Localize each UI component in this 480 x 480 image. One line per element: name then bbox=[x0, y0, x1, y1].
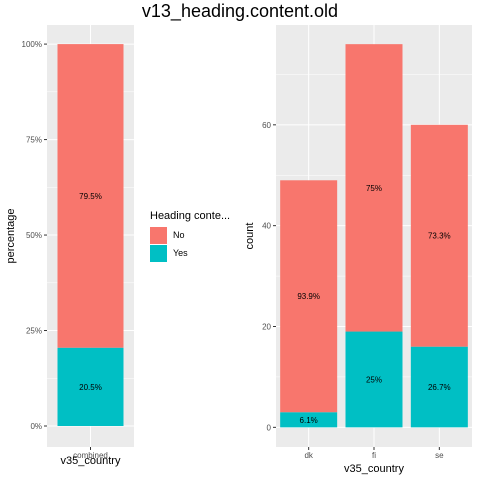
bar-no-combined bbox=[57, 44, 124, 348]
y-tick-label: 20 bbox=[262, 323, 271, 332]
bar-yes-fi bbox=[345, 331, 403, 428]
data-label: 25% bbox=[366, 375, 382, 384]
y-tick-label: 100% bbox=[22, 40, 42, 49]
y-tick-label: 0 bbox=[267, 423, 272, 432]
y-tick-label: 0% bbox=[30, 422, 42, 431]
legend-title: Heading conte... bbox=[150, 210, 230, 222]
y-tick-label: 40 bbox=[262, 222, 271, 231]
data-label: 6.1% bbox=[300, 416, 318, 425]
y-tick-label: 60 bbox=[262, 121, 271, 130]
bar-yes-se bbox=[410, 346, 468, 428]
x-axis-title: v35_country bbox=[344, 463, 404, 475]
legend-label-yes: Yes bbox=[173, 248, 188, 258]
axis-ticks: 0% 25% 50% 75% 100% combined bbox=[22, 40, 108, 460]
legend-swatch-no bbox=[150, 227, 167, 244]
data-label: 75% bbox=[366, 184, 382, 193]
bar-no-fi bbox=[345, 44, 403, 332]
y-axis-title: count bbox=[244, 223, 256, 250]
legend-label-no: No bbox=[173, 230, 185, 240]
y-tick-label: 75% bbox=[26, 136, 42, 145]
legend: Heading conte... No Yes bbox=[150, 210, 230, 262]
x-axis-title: v35_country bbox=[61, 455, 121, 467]
bar-no-dk bbox=[280, 180, 338, 413]
bar-no-se bbox=[410, 124, 468, 347]
x-tick-label: se bbox=[435, 451, 444, 460]
y-tick-label: 50% bbox=[26, 231, 42, 240]
legend-swatch-yes bbox=[150, 245, 167, 262]
y-axis-title: percentage bbox=[5, 208, 17, 263]
x-tick-label: combined bbox=[73, 451, 108, 460]
x-tick-label: dk bbox=[304, 451, 313, 460]
y-tick-label: 25% bbox=[26, 327, 42, 336]
bars: 20.5% 79.5% bbox=[57, 44, 124, 426]
data-label: 20.5% bbox=[79, 383, 102, 392]
data-label: 26.7% bbox=[428, 383, 451, 392]
bar-yes-dk bbox=[280, 412, 338, 428]
data-label: 93.9% bbox=[297, 292, 320, 301]
data-label: 73.3% bbox=[428, 232, 451, 241]
axis-ticks: 0 20 40 60 dk fi se bbox=[262, 121, 444, 460]
bar-yes-combined bbox=[57, 347, 124, 426]
percentage-panel: 20.5% 79.5% 0% 25% 50% 75% 100% combined v35_c… bbox=[5, 25, 134, 467]
x-tick-label: fi bbox=[372, 451, 376, 460]
bars: 6.1% 93.9% 25% 75% 26.7% 73.3% bbox=[280, 44, 468, 428]
data-label: 79.5% bbox=[79, 192, 102, 201]
chart-title: v13_heading.content.old bbox=[142, 1, 338, 22]
